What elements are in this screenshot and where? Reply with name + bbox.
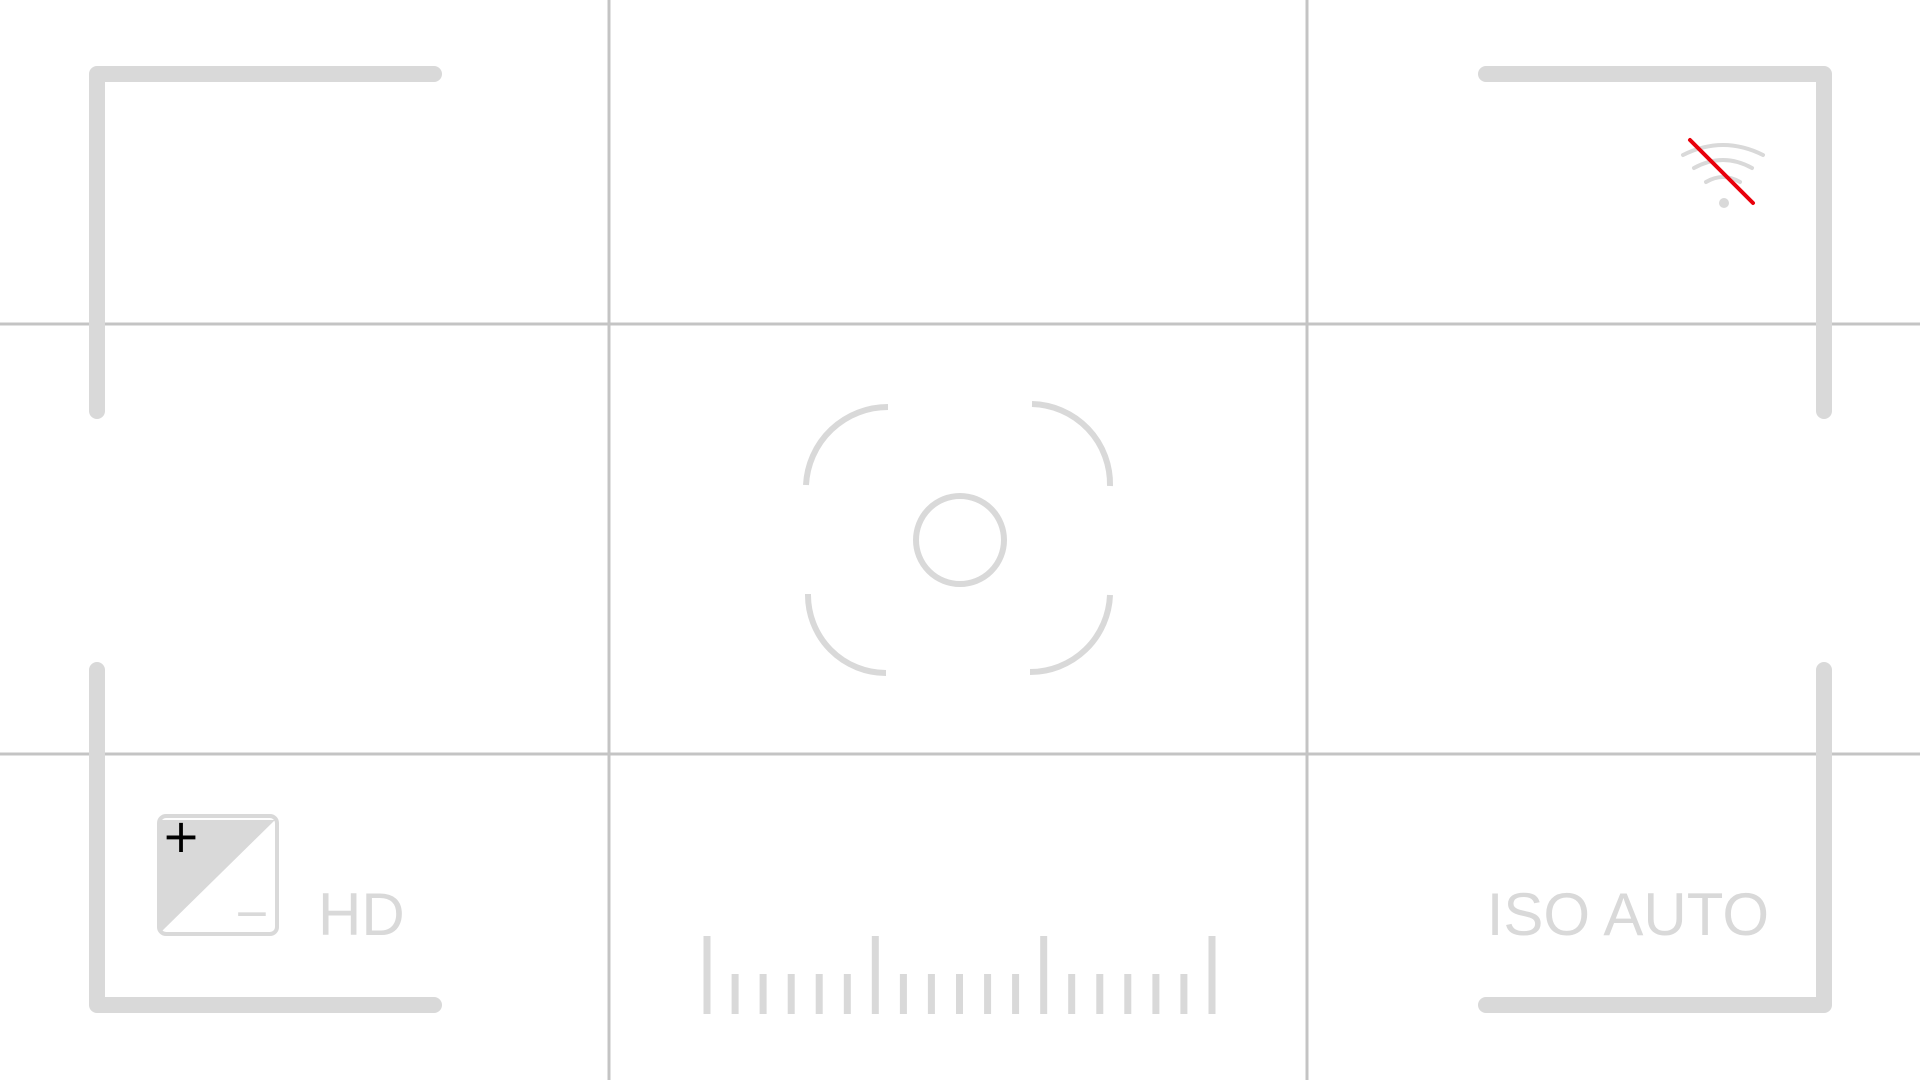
focus-bracket-bottom-left <box>804 593 887 676</box>
wifi-off-icon <box>1681 138 1765 208</box>
focus-bracket-top-left <box>803 403 889 486</box>
focus-bracket-top-right <box>1031 401 1114 487</box>
iso-setting-label[interactable]: ISO AUTO <box>1486 881 1769 948</box>
frame-corner-bottom-left <box>89 662 442 1013</box>
frame-corner-bottom-right <box>1478 662 1832 1013</box>
zoom-ruler-icon[interactable] <box>703 936 1216 1014</box>
video-quality-label[interactable]: HD <box>318 881 405 948</box>
frame-corner-top-left <box>89 66 442 419</box>
exposure-minus-symbol: − <box>234 888 271 939</box>
focus-reticle-icon[interactable] <box>803 401 1114 676</box>
frame-corner-top-right <box>1478 66 1832 419</box>
wifi-disabled-slash <box>1688 138 1755 205</box>
exposure-plus-symbol: + <box>162 809 201 863</box>
frame-corners <box>89 66 1832 1013</box>
exposure-compensation-icon[interactable]: + − <box>157 809 279 939</box>
focus-center-ring <box>913 493 1007 587</box>
focus-bracket-bottom-right <box>1029 594 1113 675</box>
